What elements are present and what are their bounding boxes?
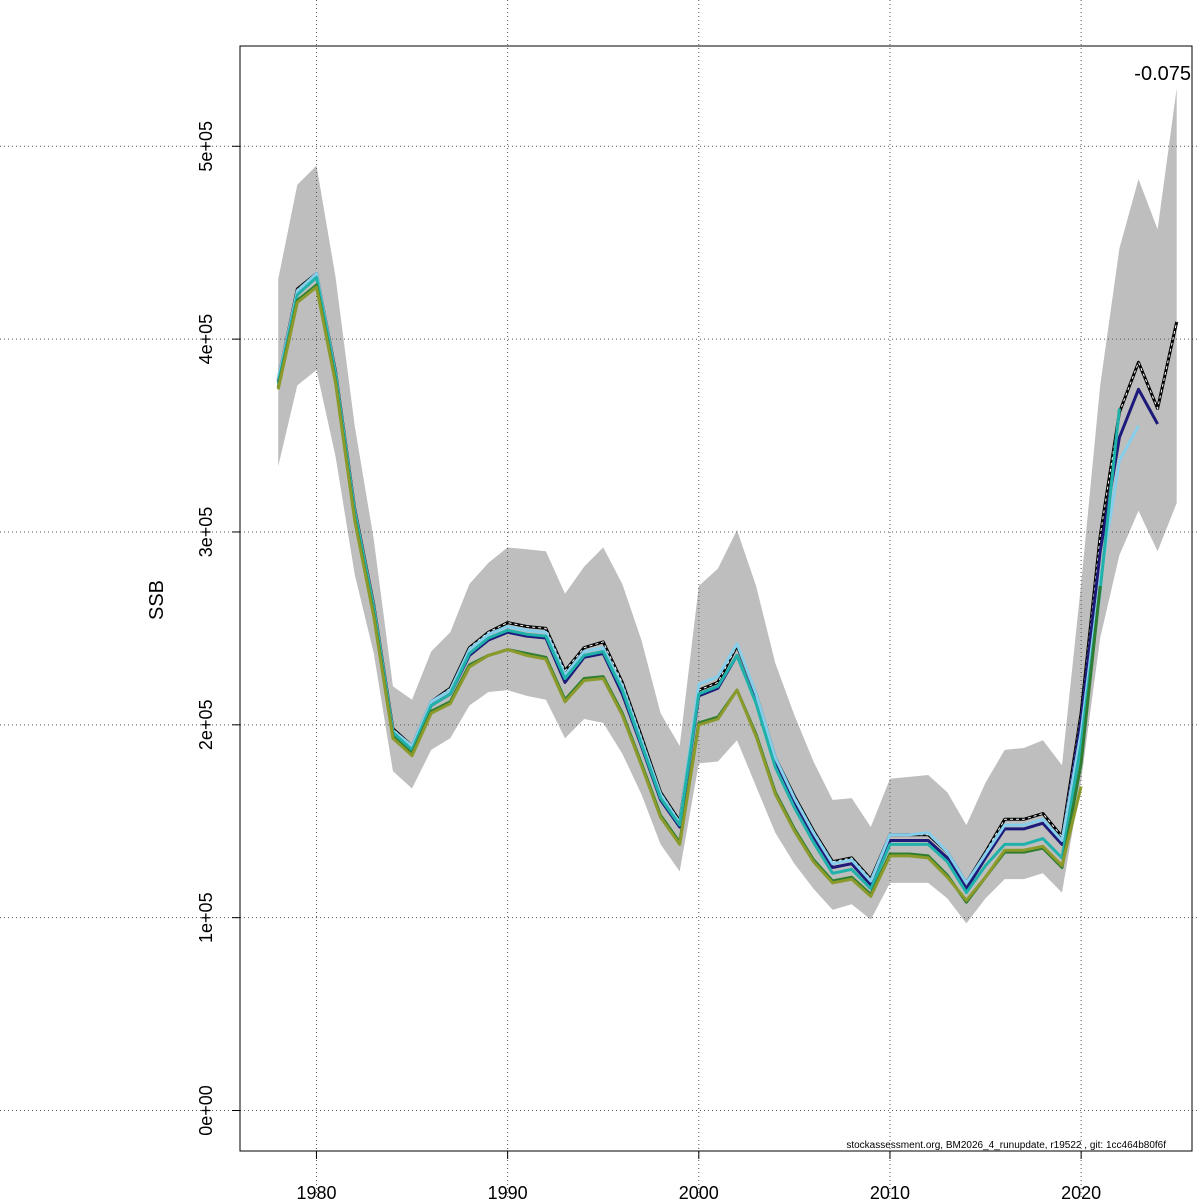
x-tick-label: 1990: [488, 1183, 528, 1200]
confidence-band-layer: [278, 88, 1177, 924]
y-tick-label: 5e+05: [196, 121, 216, 172]
series-line-3: [276, 272, 1140, 885]
confidence-band: [278, 88, 1177, 924]
x-tick-label: 2010: [870, 1183, 910, 1200]
y-tick-label: 0e+00: [196, 1085, 216, 1136]
mohn-rho-annotation: -0.075: [1134, 63, 1191, 85]
x-tick-label: 2000: [679, 1183, 719, 1200]
series-line-6: [276, 285, 1083, 902]
x-tick-label: 1980: [296, 1183, 336, 1200]
y-tick-label: 3e+05: [196, 507, 216, 558]
x-axis: 1980 1990 2000 2010 2020: [296, 1151, 1101, 1200]
y-axis: 0e+00 1e+05 2e+05 3e+05 4e+05 5e+05: [196, 121, 240, 1136]
footer-credit: stockassessment.org, BM2026_4_runupdate,…: [846, 1140, 1166, 1151]
x-tick-label: 2020: [1061, 1183, 1101, 1200]
series-line-4: [276, 275, 1121, 895]
y-tick-label: 2e+05: [196, 700, 216, 751]
series-layer: [276, 272, 1179, 904]
y-tick-label: 1e+05: [196, 892, 216, 943]
y-axis-label: SSB: [146, 580, 168, 620]
y-tick-label: 4e+05: [196, 314, 216, 365]
plot-frame: [239, 45, 1193, 1152]
